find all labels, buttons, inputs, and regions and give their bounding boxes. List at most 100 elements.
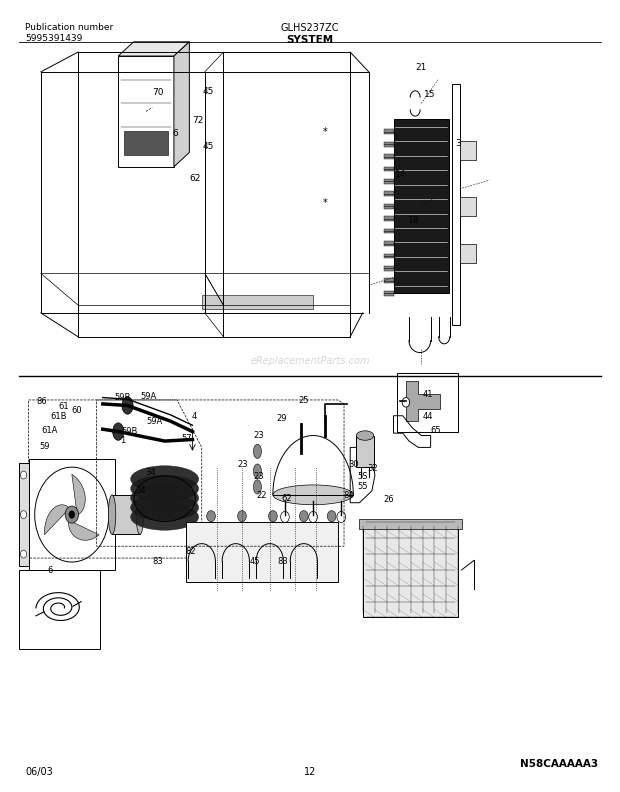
Text: 62: 62 (189, 173, 201, 182)
Text: SYSTEM: SYSTEM (286, 35, 334, 44)
Text: Publication number: Publication number (25, 23, 113, 32)
Text: 86: 86 (37, 398, 47, 406)
Ellipse shape (122, 397, 133, 414)
Ellipse shape (254, 444, 262, 459)
Text: 29: 29 (276, 414, 286, 423)
Bar (394, 120, 449, 293)
Bar (384, 241, 394, 246)
Bar (384, 253, 394, 258)
Ellipse shape (254, 464, 262, 478)
Text: eReplacementParts.com: eReplacementParts.com (250, 356, 370, 366)
Text: 59A: 59A (146, 417, 162, 426)
Text: 61B: 61B (51, 412, 68, 421)
Text: 5S: 5S (358, 471, 368, 481)
Circle shape (237, 511, 246, 522)
Bar (384, 266, 394, 271)
Text: 34: 34 (146, 467, 156, 477)
Text: 83: 83 (153, 557, 163, 566)
Bar (384, 291, 394, 295)
Polygon shape (72, 474, 86, 515)
Text: 70: 70 (153, 88, 164, 97)
Bar (384, 229, 394, 234)
Text: 83: 83 (278, 557, 288, 566)
Bar (384, 204, 394, 208)
Text: *: * (323, 127, 328, 137)
Text: 4: 4 (191, 413, 197, 421)
Text: *: * (323, 198, 328, 208)
Text: 59A: 59A (140, 392, 156, 401)
Polygon shape (459, 142, 476, 161)
Ellipse shape (113, 423, 124, 440)
Bar (384, 154, 394, 159)
Text: 26: 26 (383, 495, 394, 505)
Text: 45: 45 (202, 86, 214, 96)
Circle shape (206, 511, 215, 522)
Polygon shape (174, 42, 189, 167)
Text: 60: 60 (72, 406, 82, 415)
Text: 3: 3 (455, 139, 461, 148)
Polygon shape (118, 42, 189, 56)
Bar (384, 179, 394, 184)
Bar (112, 495, 140, 535)
Text: 62: 62 (281, 493, 291, 503)
Text: 84: 84 (343, 491, 354, 501)
Bar (452, 84, 459, 325)
Text: 57: 57 (181, 434, 192, 443)
Text: 44: 44 (423, 413, 433, 421)
Text: 5995391439: 5995391439 (25, 34, 83, 43)
Ellipse shape (136, 495, 144, 535)
Text: 23: 23 (253, 432, 264, 440)
Ellipse shape (273, 485, 353, 505)
Text: 30: 30 (348, 459, 359, 469)
Text: 06/03: 06/03 (25, 767, 53, 777)
Text: 59B: 59B (122, 428, 138, 436)
Circle shape (69, 511, 75, 519)
Text: 14: 14 (396, 169, 407, 178)
Bar (125, 131, 168, 155)
Text: 59: 59 (40, 443, 50, 451)
Bar (384, 142, 394, 147)
Text: 18: 18 (408, 216, 419, 225)
Bar (186, 523, 338, 582)
Text: N58CAAAAA3: N58CAAAAA3 (520, 760, 598, 769)
Text: 6: 6 (47, 566, 53, 576)
Bar (384, 166, 394, 171)
Bar (356, 436, 374, 467)
Polygon shape (459, 244, 476, 263)
Text: 65: 65 (431, 426, 441, 435)
Bar (384, 279, 394, 284)
Text: 25: 25 (299, 396, 309, 405)
Polygon shape (406, 381, 440, 421)
Bar (397, 373, 458, 432)
Text: 55: 55 (358, 482, 368, 491)
Text: 12: 12 (304, 767, 316, 777)
Text: 1: 1 (120, 436, 125, 445)
Polygon shape (69, 522, 99, 540)
Circle shape (268, 511, 277, 522)
Text: GLHS237ZC: GLHS237ZC (281, 23, 339, 32)
Polygon shape (459, 196, 476, 215)
Bar (118, 56, 174, 167)
Polygon shape (45, 505, 69, 535)
Circle shape (20, 550, 27, 558)
Ellipse shape (254, 480, 262, 494)
Text: 21: 21 (415, 63, 427, 72)
Bar (363, 523, 458, 618)
Ellipse shape (108, 495, 116, 535)
Text: 61: 61 (58, 402, 69, 411)
Circle shape (327, 511, 336, 522)
Circle shape (65, 506, 79, 524)
Circle shape (299, 511, 308, 522)
Bar (384, 216, 394, 221)
Circle shape (402, 398, 410, 407)
Circle shape (20, 471, 27, 479)
Text: 23: 23 (237, 459, 248, 469)
Bar (384, 192, 394, 196)
Text: 6: 6 (172, 129, 179, 139)
Text: 15: 15 (425, 89, 436, 99)
Circle shape (337, 512, 345, 523)
Text: 22: 22 (257, 491, 267, 501)
Bar (360, 520, 461, 529)
Text: 41: 41 (423, 390, 433, 399)
Circle shape (281, 512, 290, 523)
